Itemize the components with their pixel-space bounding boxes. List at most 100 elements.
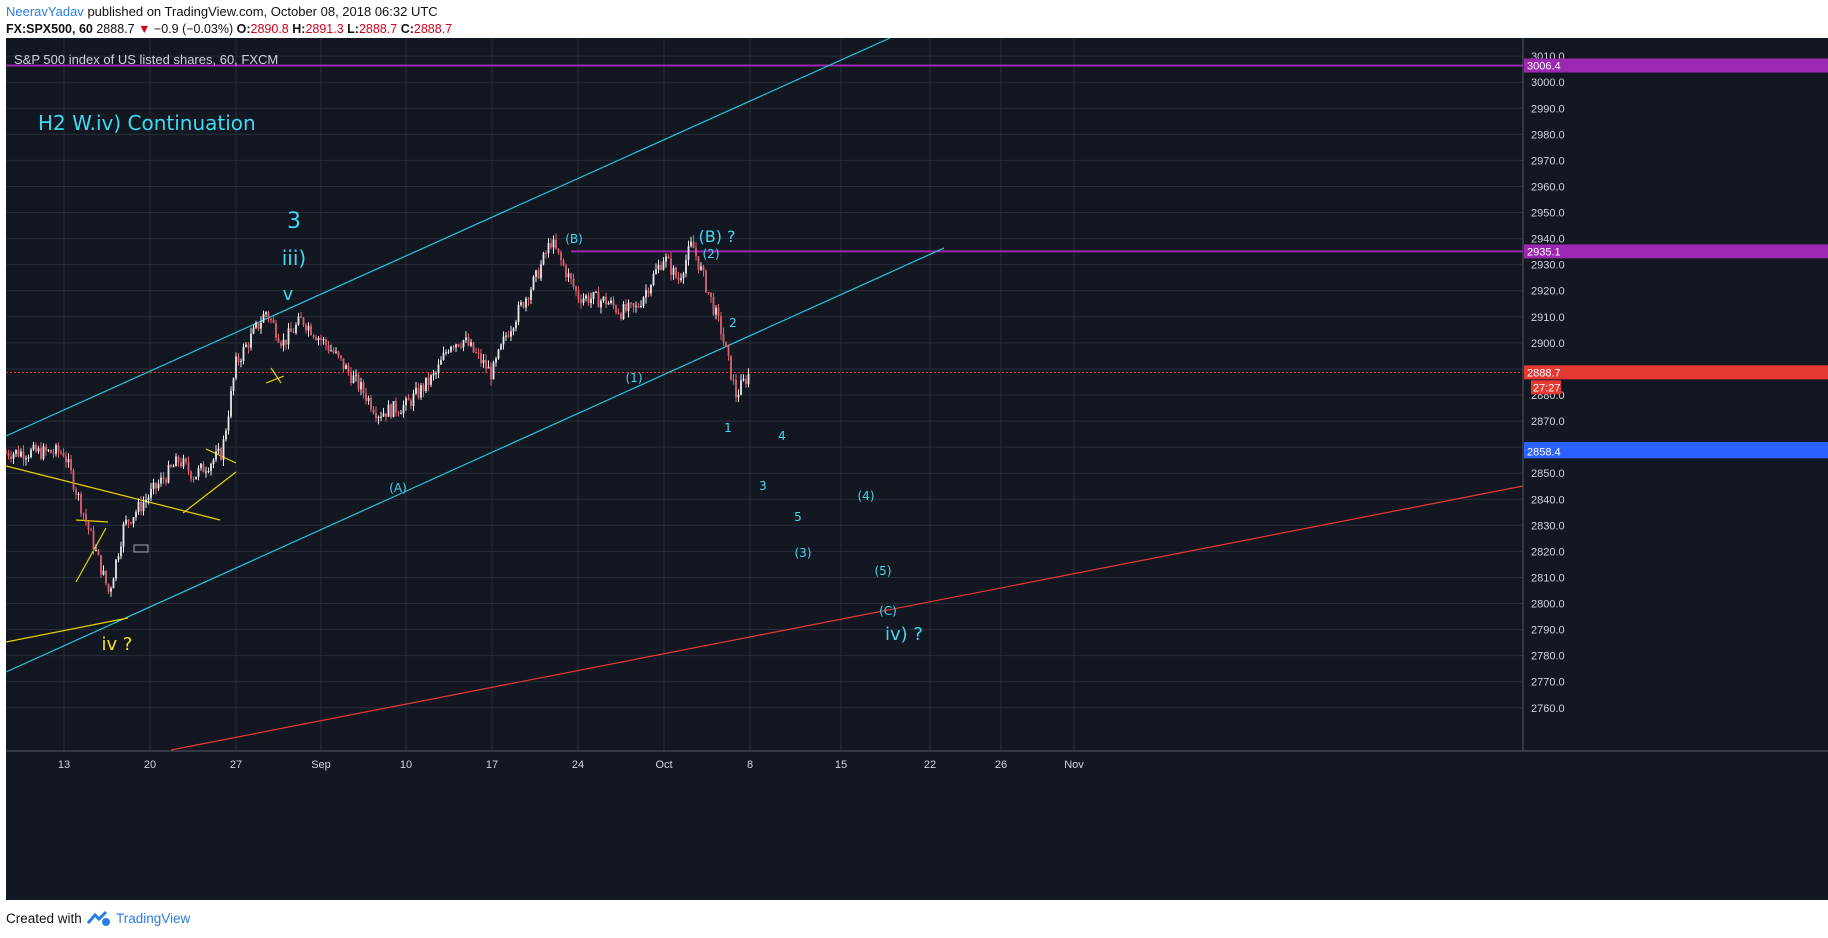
y-tick-label: 2950.0: [1531, 208, 1565, 220]
x-tick-label: 22: [924, 759, 936, 771]
channel-lower-line[interactable]: [6, 247, 945, 673]
candle-body: [197, 468, 200, 477]
candle-body: [702, 266, 705, 271]
wave-label[interactable]: 5: [794, 510, 802, 524]
price-tag-label: 2888.7: [1527, 367, 1561, 379]
candle-body: [277, 337, 280, 343]
wave-label[interactable]: 1: [724, 421, 732, 435]
wave-label[interactable]: iv) ?: [885, 624, 923, 645]
candle-body: [365, 393, 367, 401]
author-link[interactable]: NeeravYadav: [6, 4, 84, 19]
x-tick-label: 26: [995, 759, 1007, 771]
candle-body: [452, 346, 455, 348]
wave-label[interactable]: 2: [729, 316, 737, 330]
candle-body: [352, 375, 355, 384]
candle-body: [710, 292, 712, 298]
y-tick-label: 2990.0: [1531, 103, 1565, 115]
wave-label[interactable]: (B) ?: [698, 227, 735, 246]
candle-body: [180, 462, 182, 467]
wave-label[interactable]: (1): [626, 371, 643, 385]
candle-body: [680, 278, 682, 281]
tradingview-logo-icon: [86, 909, 110, 930]
y-tick-label: 2900.0: [1531, 338, 1565, 350]
candle-body: [7, 452, 10, 457]
channel-upper-line[interactable]: [6, 38, 891, 437]
pattern-line[interactable]: [6, 617, 129, 643]
support-trendline[interactable]: [170, 485, 1524, 751]
candle-body: [707, 292, 710, 294]
x-tick-label: 8: [747, 759, 753, 771]
candle-body: [427, 377, 430, 385]
price-tag-label: 2935.1: [1527, 246, 1561, 258]
candle-body: [335, 351, 337, 353]
wave-label[interactable]: H2 W.iv) Continuation: [38, 111, 256, 135]
candle-body: [132, 517, 135, 524]
note-marker[interactable]: [133, 544, 149, 553]
wave-label[interactable]: v: [283, 284, 294, 305]
candle-body: [302, 317, 305, 325]
chart-pane[interactable]: H2 W.iv) Continuation 3 iii) v (B) (B) ? (2) 2 (…: [6, 38, 1828, 900]
candle-body: [687, 246, 690, 260]
candle-body: [630, 302, 632, 304]
candle-body: [415, 387, 417, 394]
candle-body: [432, 373, 435, 376]
wave-label[interactable]: (C): [879, 604, 897, 618]
candle-body: [282, 339, 285, 346]
open-label: O:: [236, 22, 251, 36]
candle-body: [40, 448, 42, 459]
candle-body: [730, 355, 732, 380]
tradingview-link[interactable]: TradingView: [116, 911, 191, 926]
candle-body: [562, 260, 565, 266]
candle-body: [525, 298, 527, 308]
price-axis[interactable]: [1523, 38, 1828, 900]
candle-body: [477, 352, 480, 354]
candle-body: [97, 549, 100, 556]
candle-body: [620, 313, 622, 320]
candle-body: [637, 306, 640, 308]
candle-body: [190, 471, 192, 480]
wave-label[interactable]: (2): [703, 247, 720, 261]
wave-label[interactable]: iv ?: [102, 634, 133, 655]
pattern-line[interactable]: [6, 465, 221, 521]
candle-body: [10, 456, 12, 459]
candle-body: [232, 378, 235, 391]
wave-label[interactable]: (5): [875, 564, 892, 578]
candle-body: [527, 298, 530, 300]
candle-body: [237, 356, 240, 362]
candle-body: [25, 458, 27, 460]
chart-canvas[interactable]: H2 W.iv) Continuation 3 iii) v (B) (B) ?(2) 2 (…: [6, 38, 1828, 900]
candle-body: [310, 325, 312, 336]
candle-body: [290, 328, 292, 332]
y-tick-label: 2930.0: [1531, 260, 1565, 272]
candle-body: [717, 307, 720, 317]
pattern-line[interactable]: [270, 367, 282, 384]
pattern-line[interactable]: [265, 375, 285, 384]
open-value: 2890.8: [250, 22, 289, 36]
wave-label[interactable]: 3: [287, 209, 301, 234]
high-value: 2891.3: [305, 22, 344, 36]
candle-body: [650, 284, 652, 294]
wave-label[interactable]: (3): [795, 546, 812, 560]
candle-body: [560, 252, 562, 261]
candle-body: [337, 351, 340, 356]
candle-body: [350, 372, 352, 384]
candle-body: [107, 583, 110, 592]
candle-body: [737, 394, 740, 398]
candle-body: [285, 339, 287, 345]
wave-label[interactable]: 4: [778, 429, 786, 443]
candle-body: [490, 366, 492, 380]
wave-label[interactable]: iii): [282, 246, 306, 270]
wave-label[interactable]: 3: [759, 479, 767, 493]
candle-body: [622, 303, 625, 320]
pattern-line[interactable]: [182, 471, 237, 514]
candle-body: [395, 401, 397, 413]
wave-label[interactable]: (B): [565, 232, 583, 246]
candle-body: [397, 412, 400, 414]
candle-body: [122, 523, 125, 547]
candle-body: [392, 401, 395, 418]
pattern-line[interactable]: [75, 519, 109, 523]
y-tick-label: 2820.0: [1531, 546, 1565, 558]
wave-label[interactable]: (4): [858, 489, 875, 503]
pattern-line[interactable]: [75, 527, 107, 583]
wave-label[interactable]: (A): [389, 481, 407, 495]
